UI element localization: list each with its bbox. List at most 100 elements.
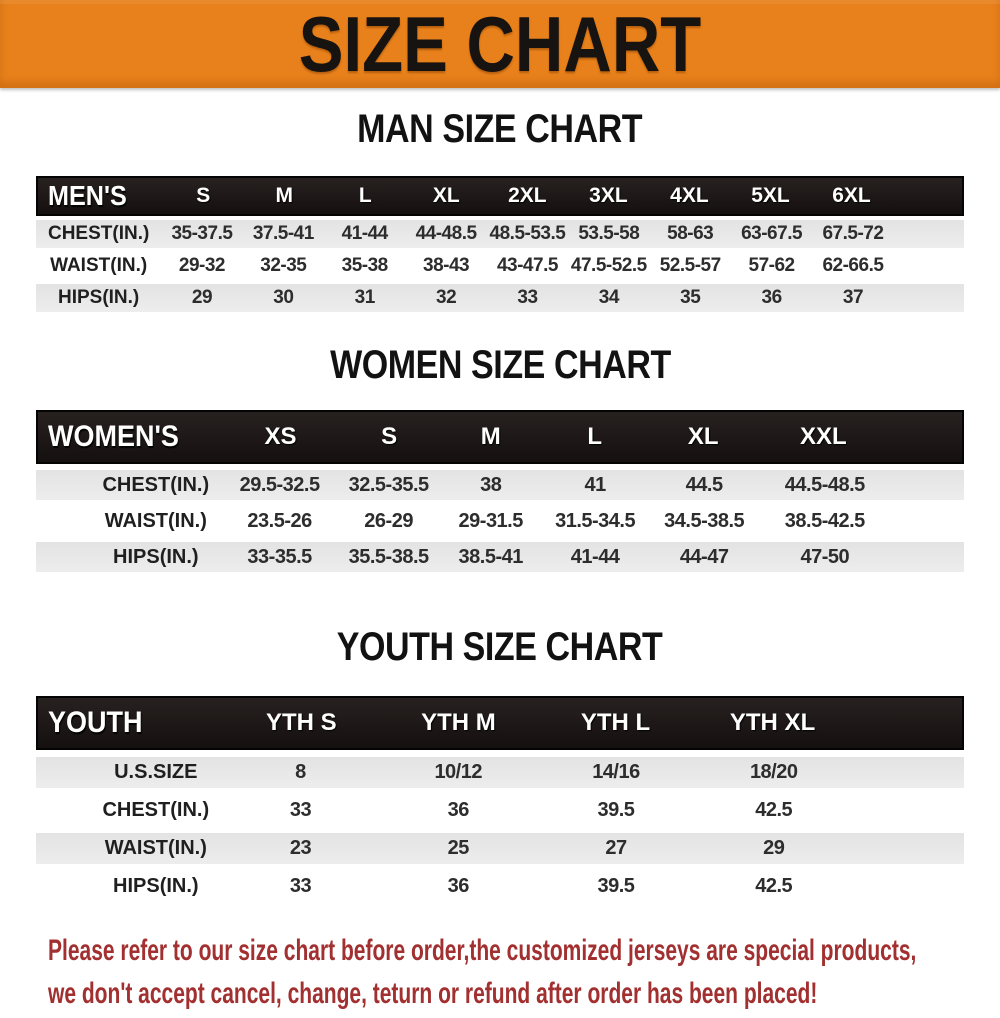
women-waist-value: 31.5-34.5 bbox=[555, 509, 636, 532]
men-section-heading: MAN SIZE CHART bbox=[0, 106, 1000, 158]
youth-chest-value: 39.5 bbox=[597, 799, 635, 821]
men-waist-label: WAIST(IN.) bbox=[50, 255, 148, 276]
youth-chest-value: 36 bbox=[447, 799, 470, 821]
men-hips-value: 36 bbox=[761, 287, 783, 308]
row-spacer bbox=[894, 252, 964, 280]
men-chest-value: 58-63 bbox=[667, 223, 714, 244]
youth-hips-label: HIPS(IN.) bbox=[113, 875, 199, 897]
men-size-table: MEN'S S M L XL 2XL 3XL 4XL 5XL 6XL CHEST… bbox=[36, 176, 964, 312]
row-spacer bbox=[853, 795, 964, 826]
youth-col-header-yth-s: YTH S bbox=[265, 709, 337, 736]
youth-ussize-value: 8 bbox=[295, 761, 306, 783]
women-hips-value: 44-47 bbox=[679, 545, 729, 568]
women-section-heading-text: WOMEN SIZE CHART bbox=[329, 343, 671, 387]
men-waist-value: 47.5-52.5 bbox=[570, 255, 647, 276]
men-chest-value: 44-48.5 bbox=[415, 223, 477, 244]
men-col-header-3xl: 3XL bbox=[589, 184, 628, 207]
men-waist-value: 32-35 bbox=[260, 255, 307, 276]
men-hips-value: 34 bbox=[598, 287, 620, 308]
youth-ussize-label: U.S.SIZE bbox=[114, 761, 198, 783]
women-table-title: WOMEN'S bbox=[38, 412, 223, 462]
men-chest-value: 67.5-72 bbox=[822, 223, 884, 244]
men-col-header-2xl: 2XL bbox=[508, 184, 547, 207]
disclaimer-line2: we don't accept cancel, change, teturn o… bbox=[48, 975, 1000, 1018]
men-hips-value: 30 bbox=[273, 287, 294, 308]
youth-col-header-yth-xl: YTH XL bbox=[729, 709, 816, 736]
women-waist-value: 34.5-38.5 bbox=[664, 509, 745, 532]
row-spacer bbox=[894, 284, 964, 312]
men-col-header-5xl: 5XL bbox=[751, 184, 790, 207]
men-col-header-xl: XL bbox=[432, 184, 460, 207]
youth-ussize-value: 10/12 bbox=[434, 761, 482, 783]
youth-table-header-row: YOUTH YTH S YTH M YTH L YTH XL bbox=[36, 696, 964, 750]
youth-ussize-row: U.S.SIZE 8 10/12 14/16 18/20 bbox=[36, 757, 964, 788]
men-col-header-m: M bbox=[275, 184, 294, 207]
youth-hips-value: 33 bbox=[289, 875, 312, 897]
women-waist-value: 29-31.5 bbox=[458, 509, 524, 532]
men-hips-value: 32 bbox=[436, 287, 457, 308]
women-chest-value: 38 bbox=[480, 473, 502, 496]
youth-ussize-value: 18/20 bbox=[749, 761, 798, 783]
women-hips-value: 38.5-41 bbox=[458, 545, 524, 568]
men-waist-value: 29-32 bbox=[178, 255, 226, 276]
women-hips-value: 47-50 bbox=[800, 545, 850, 568]
men-section: MAN SIZE CHART MEN'S S M L XL 2XL 3XL 4X… bbox=[0, 106, 1000, 312]
banner-title: SIZE CHART bbox=[298, 0, 702, 88]
men-col-header-4xl: 4XL bbox=[670, 184, 709, 207]
women-chest-value: 44.5-48.5 bbox=[784, 473, 866, 496]
women-waist-row: WAIST(IN.) 23.5-26 26-29 29-31.5 31.5-34… bbox=[36, 506, 964, 536]
women-chest-value: 41 bbox=[584, 473, 606, 496]
men-chest-value: 41-44 bbox=[341, 223, 389, 244]
youth-section-heading-text: YOUTH SIZE CHART bbox=[337, 625, 663, 669]
women-col-header-xl: XL bbox=[687, 423, 719, 450]
youth-hips-value: 39.5 bbox=[597, 875, 635, 897]
youth-section: YOUTH SIZE CHART YOUTH YTH S YTH M YTH L… bbox=[0, 624, 1000, 902]
women-col-header-s: S bbox=[381, 423, 398, 450]
disclaimer: Please refer to our size chart before or… bbox=[0, 932, 1000, 1018]
men-col-header-l: L bbox=[358, 184, 372, 207]
men-table-title-text: MEN'S bbox=[48, 180, 127, 211]
men-waist-value: 52.5-57 bbox=[659, 255, 721, 276]
disclaimer-line2-text: we don't accept cancel, change, teturn o… bbox=[48, 977, 818, 1010]
youth-section-heading: YOUTH SIZE CHART bbox=[0, 624, 1000, 676]
men-col-header-6xl: 6XL bbox=[832, 184, 871, 207]
row-spacer bbox=[890, 506, 964, 536]
women-chest-value: 44.5 bbox=[685, 473, 723, 496]
women-col-header-m: M bbox=[480, 423, 501, 450]
disclaimer-line1: Please refer to our size chart before or… bbox=[48, 932, 1000, 975]
youth-table-title: YOUTH bbox=[38, 698, 223, 748]
men-waist-value: 62-66.5 bbox=[822, 255, 884, 276]
youth-chest-label: CHEST(IN.) bbox=[102, 799, 210, 821]
men-chest-label: CHEST(IN.) bbox=[47, 223, 150, 244]
youth-col-header-yth-l: YTH L bbox=[580, 709, 651, 736]
women-hips-value: 35.5-38.5 bbox=[348, 545, 430, 568]
row-spacer bbox=[894, 220, 964, 248]
men-header-spacer bbox=[892, 178, 962, 214]
youth-header-spacer bbox=[851, 698, 962, 748]
banner: SIZE CHART bbox=[0, 0, 1000, 88]
youth-hips-value: 36 bbox=[447, 875, 470, 897]
youth-waist-row: WAIST(IN.) 23 25 27 29 bbox=[36, 833, 964, 864]
disclaimer-line1-text: Please refer to our size chart before or… bbox=[48, 934, 917, 967]
men-waist-row: WAIST(IN.) 29-32 32-35 35-38 38-43 43-47… bbox=[36, 252, 964, 280]
women-col-header-xxl: XXL bbox=[800, 423, 847, 450]
men-hips-value: 29 bbox=[191, 287, 213, 308]
row-spacer bbox=[890, 470, 964, 500]
men-chest-row: CHEST(IN.) 35-37.5 37.5-41 41-44 44-48.5… bbox=[36, 220, 964, 248]
women-section-heading: WOMEN SIZE CHART bbox=[0, 342, 1000, 394]
youth-waist-value: 29 bbox=[763, 837, 785, 859]
youth-col-header-yth-m: YTH M bbox=[421, 709, 496, 736]
women-table-title-text: WOMEN'S bbox=[48, 420, 179, 453]
women-waist-value: 26-29 bbox=[364, 509, 413, 532]
men-chest-value: 53.5-58 bbox=[578, 223, 640, 244]
women-col-header-l: L bbox=[587, 423, 602, 450]
youth-waist-value: 25 bbox=[447, 837, 470, 859]
men-table-header-row: MEN'S S M L XL 2XL 3XL 4XL 5XL 6XL bbox=[36, 176, 964, 216]
women-hips-row: HIPS(IN.) 33-35.5 35.5-38.5 38.5-41 41-4… bbox=[36, 542, 964, 572]
youth-table-title-text: YOUTH bbox=[48, 706, 143, 739]
men-hips-row: HIPS(IN.) 29 30 31 32 33 34 35 36 37 bbox=[36, 284, 964, 312]
women-size-table: WOMEN'S XS S M L XL XXL CHEST(IN.) 29.5-… bbox=[36, 410, 964, 572]
women-chest-value: 32.5-35.5 bbox=[348, 473, 430, 496]
men-chest-value: 63-67.5 bbox=[741, 223, 803, 244]
women-waist-value: 38.5-42.5 bbox=[784, 509, 866, 532]
